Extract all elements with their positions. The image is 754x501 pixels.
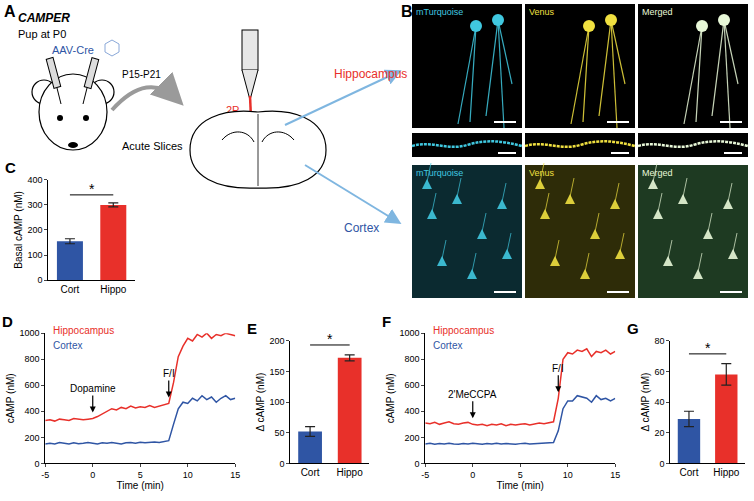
svg-text:40: 40 — [654, 397, 664, 407]
svg-text:600: 600 — [404, 380, 419, 390]
svg-text:F/I: F/I — [552, 363, 564, 374]
svg-text:-5: -5 — [41, 470, 49, 480]
svg-text:400: 400 — [404, 406, 419, 416]
svg-text:*: * — [705, 340, 711, 356]
svg-text:Hippo: Hippo — [713, 467, 740, 478]
svg-text:200: 200 — [27, 225, 42, 235]
svg-text:Hippocampus: Hippocampus — [433, 325, 494, 336]
svg-text:Time (min): Time (min) — [497, 480, 544, 491]
svg-text:mTurquoise: mTurquoise — [416, 7, 463, 17]
svg-text:Basal cAMP (nM): Basal cAMP (nM) — [13, 191, 24, 269]
svg-text:300: 300 — [27, 200, 42, 210]
svg-text:Δ cAMP (nM): Δ cAMP (nM) — [255, 373, 266, 432]
svg-text:Δ cAMP (nM): Δ cAMP (nM) — [640, 373, 651, 432]
svg-text:20: 20 — [654, 428, 664, 438]
svg-text:Cortex: Cortex — [433, 340, 462, 351]
svg-text:*: * — [89, 181, 95, 197]
svg-text:Venus: Venus — [529, 7, 555, 17]
svg-text:Cort: Cort — [301, 467, 320, 478]
svg-text:cAMP (nM): cAMP (nM) — [385, 373, 396, 423]
svg-text:10: 10 — [563, 470, 573, 480]
svg-text:Acute Slices: Acute Slices — [122, 140, 183, 152]
svg-text:2P: 2P — [226, 104, 239, 116]
svg-text:2'MeCCPA: 2'MeCCPA — [448, 389, 497, 400]
svg-text:200: 200 — [269, 336, 284, 346]
svg-text:C: C — [5, 159, 16, 176]
svg-text:cAMP (nM): cAMP (nM) — [5, 373, 16, 423]
svg-text:400: 400 — [27, 175, 42, 185]
svg-text:800: 800 — [404, 354, 419, 364]
svg-text:400: 400 — [24, 406, 39, 416]
svg-text:100: 100 — [269, 397, 284, 407]
svg-text:Merged: Merged — [642, 7, 673, 17]
svg-text:15: 15 — [230, 470, 240, 480]
svg-text:800: 800 — [24, 354, 39, 364]
svg-text:Hippocampus: Hippocampus — [53, 325, 114, 336]
svg-text:B: B — [401, 3, 413, 20]
svg-text:AAV-Cre: AAV-Cre — [52, 44, 94, 56]
svg-text:*: * — [327, 331, 333, 347]
svg-text:Cortex: Cortex — [344, 221, 379, 235]
svg-text:600: 600 — [24, 380, 39, 390]
svg-text:150: 150 — [269, 367, 284, 377]
svg-text:CAMPER: CAMPER — [18, 11, 70, 25]
svg-text:0: 0 — [414, 459, 419, 469]
svg-text:Time (min): Time (min) — [117, 480, 164, 491]
svg-text:0: 0 — [34, 459, 39, 469]
svg-text:50: 50 — [274, 428, 284, 438]
svg-text:-5: -5 — [421, 470, 429, 480]
svg-text:A: A — [4, 3, 16, 20]
svg-text:1000: 1000 — [399, 328, 419, 338]
svg-text:Dopamine: Dopamine — [70, 383, 116, 394]
svg-text:60: 60 — [654, 367, 664, 377]
svg-text:Cortex: Cortex — [53, 340, 82, 351]
svg-text:0: 0 — [90, 470, 95, 480]
svg-text:F/I: F/I — [163, 368, 175, 379]
svg-text:P15-P21: P15-P21 — [122, 69, 161, 80]
svg-text:Cort: Cort — [60, 284, 79, 295]
svg-text:G: G — [627, 320, 639, 337]
svg-text:5: 5 — [518, 470, 523, 480]
svg-text:1000: 1000 — [19, 328, 39, 338]
svg-text:5: 5 — [138, 470, 143, 480]
svg-text:15: 15 — [610, 470, 620, 480]
svg-text:Merged: Merged — [642, 168, 673, 178]
svg-text:10: 10 — [183, 470, 193, 480]
svg-text:80: 80 — [654, 336, 664, 346]
svg-text:0: 0 — [470, 470, 475, 480]
svg-text:mTurquoise: mTurquoise — [416, 168, 463, 178]
svg-text:F: F — [382, 313, 391, 330]
svg-text:Venus: Venus — [529, 168, 555, 178]
svg-text:200: 200 — [24, 433, 39, 443]
svg-text:Hippo: Hippo — [100, 284, 127, 295]
svg-text:200: 200 — [404, 433, 419, 443]
svg-text:D: D — [2, 313, 13, 330]
svg-text:Cort: Cort — [680, 467, 699, 478]
svg-text:Hippocampus: Hippocampus — [334, 67, 407, 81]
svg-text:0: 0 — [659, 459, 664, 469]
svg-text:0: 0 — [37, 275, 42, 285]
svg-text:Hippo: Hippo — [337, 467, 364, 478]
svg-text:E: E — [247, 320, 257, 337]
svg-text:0: 0 — [279, 459, 284, 469]
svg-text:100: 100 — [27, 250, 42, 260]
svg-text:Pup at P0: Pup at P0 — [18, 28, 66, 40]
